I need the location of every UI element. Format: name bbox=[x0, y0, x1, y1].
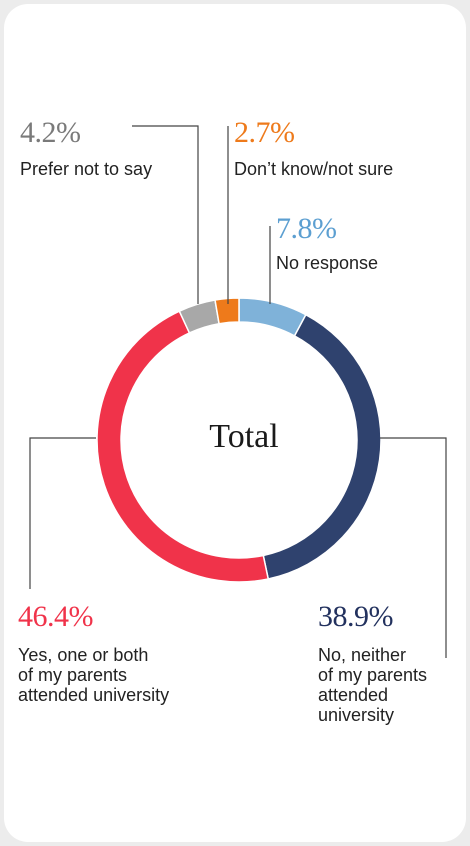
label-no-line-1: No, neither bbox=[318, 645, 407, 665]
center-label: Total bbox=[209, 418, 279, 455]
label-prefer-not: Prefer not to say bbox=[20, 159, 153, 179]
percent-no-response: 7.8% bbox=[276, 212, 337, 245]
donut-slices bbox=[96, 297, 382, 583]
label-yes-line-2: of my parents bbox=[18, 665, 128, 685]
label-no-line-2: of my parents bbox=[318, 665, 428, 685]
percent-dont-know: 2.7% bbox=[234, 116, 295, 149]
label-dont-know: Don’t know/not sure bbox=[234, 159, 394, 179]
label-yes-line-3: attended university bbox=[18, 685, 170, 705]
slice-no-response bbox=[238, 297, 307, 337]
percent-no: 38.9% bbox=[318, 600, 394, 633]
leader-line-yes bbox=[29, 437, 96, 589]
label-no-line-4: university bbox=[318, 705, 395, 725]
percent-yes: 46.4% bbox=[18, 600, 94, 633]
label-no-response: No response bbox=[276, 253, 379, 273]
leader-line-no bbox=[380, 437, 447, 658]
leader-lines bbox=[29, 125, 447, 658]
slice-dont-know bbox=[214, 297, 240, 325]
label-no-line-3: attended bbox=[318, 685, 389, 705]
chart-card: Total 4.2% Prefer not to say 2.7% Don’t … bbox=[4, 4, 466, 842]
donut-chart bbox=[29, 125, 447, 658]
leader-line-prefer-not bbox=[132, 125, 199, 304]
label-yes-line-1: Yes, one or both bbox=[18, 645, 149, 665]
percent-prefer-not: 4.2% bbox=[20, 116, 81, 149]
